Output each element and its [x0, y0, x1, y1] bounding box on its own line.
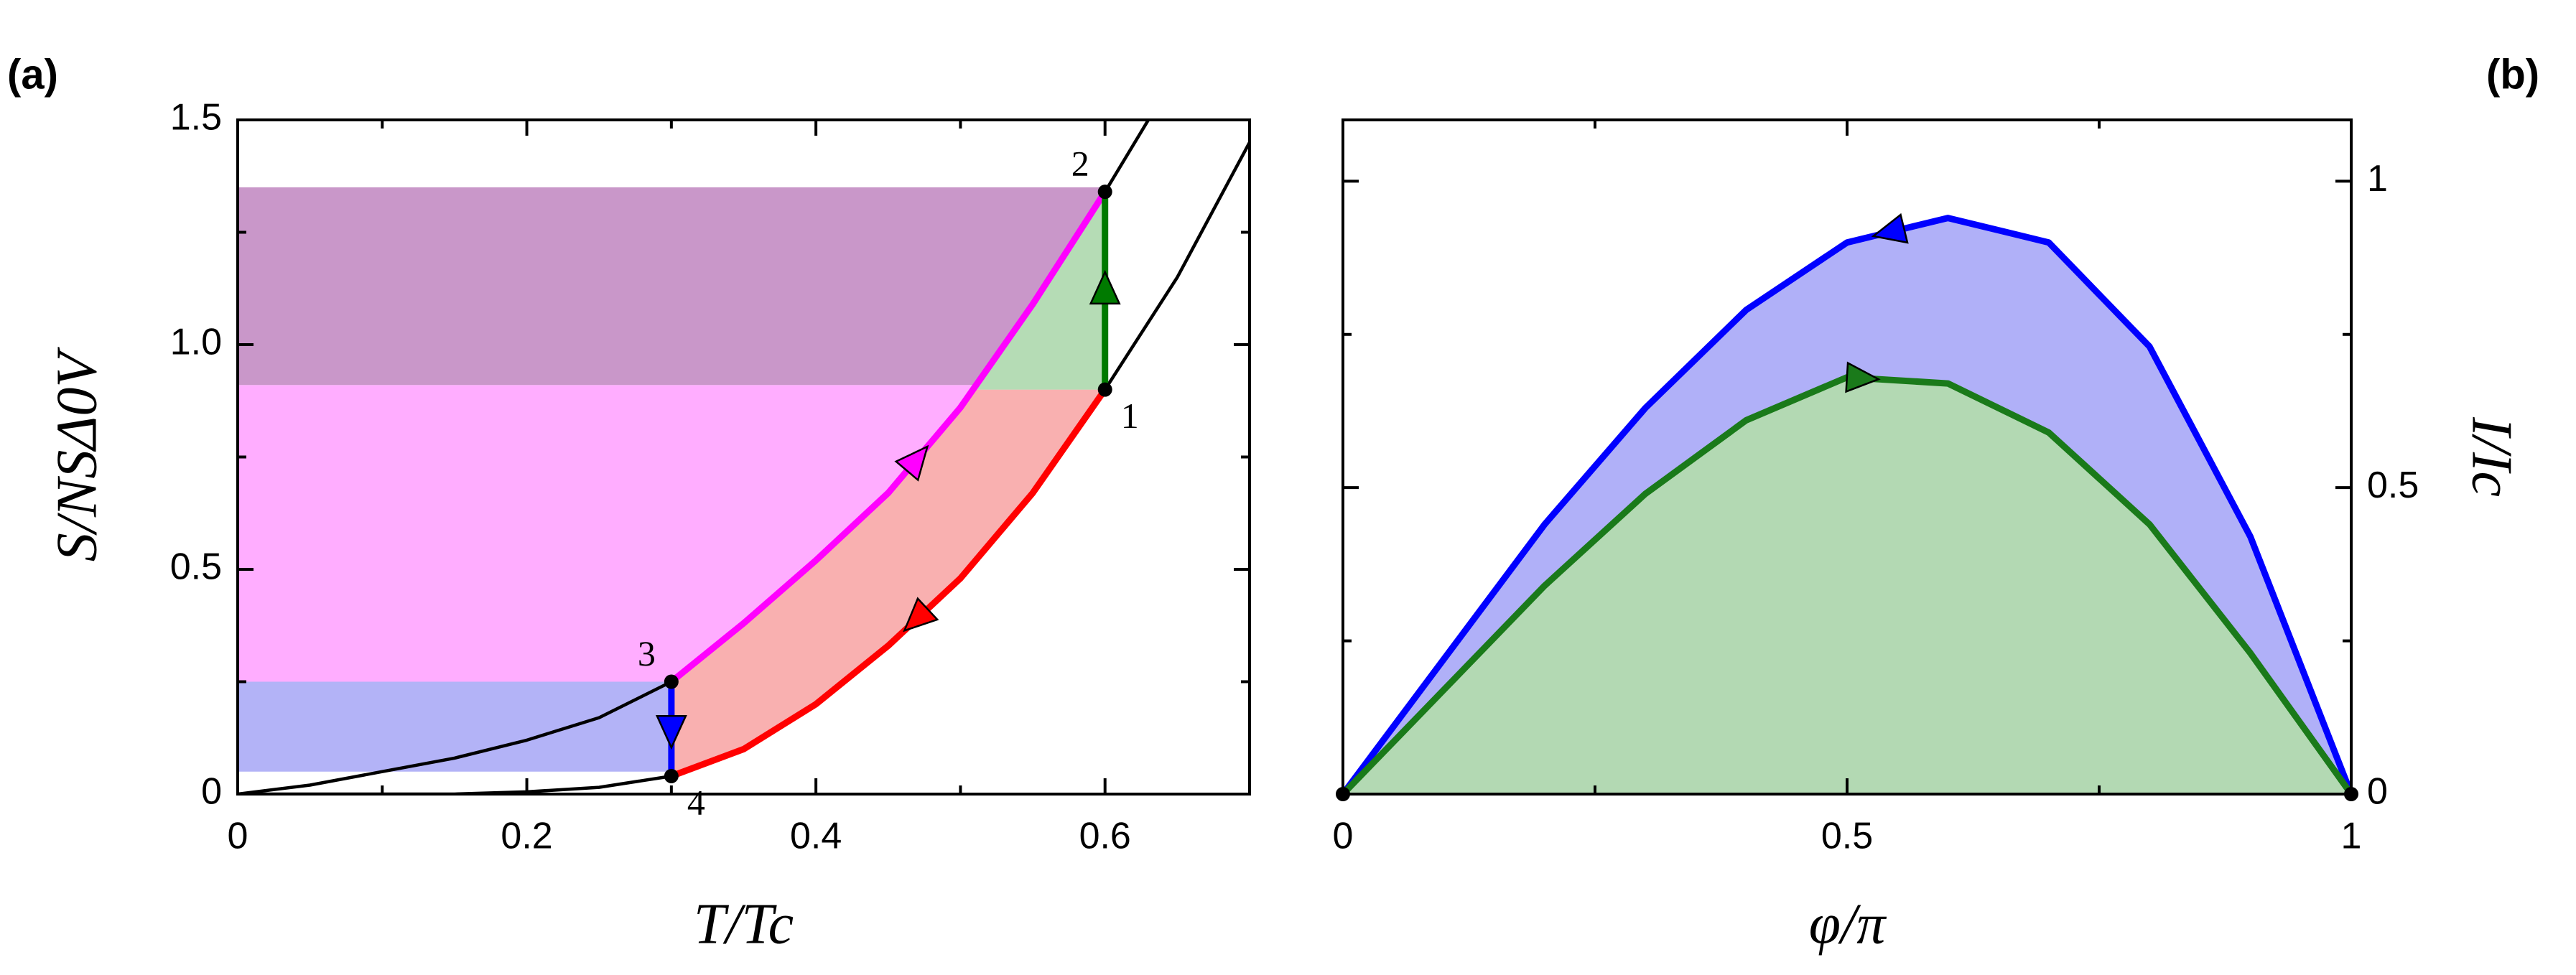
- x-tick-label: 0.4: [790, 816, 842, 857]
- direction-arrow: [894, 444, 929, 482]
- point-label: 4: [687, 782, 705, 822]
- line: [668, 188, 1109, 685]
- direction-arrow: [1089, 269, 1121, 305]
- line: [1343, 215, 2351, 794]
- x-tick-label: 1: [2341, 816, 2362, 857]
- direction-arrow: [1845, 361, 1881, 393]
- point: [2344, 787, 2358, 801]
- y-tick-label: 0.5: [2367, 465, 2419, 506]
- y-tick-label: 1.0: [170, 322, 222, 363]
- y-tick-label: 0: [2367, 771, 2388, 813]
- plot-area: [238, 120, 1250, 794]
- line: [1103, 120, 1150, 194]
- region: [238, 187, 1105, 386]
- panel-label: (b): [2486, 51, 2539, 98]
- direction-arrow: [655, 714, 687, 750]
- point: [1097, 382, 1112, 397]
- y-tick-label: 0.5: [170, 546, 222, 588]
- line: [1103, 141, 1250, 391]
- point-label: 3: [638, 633, 656, 673]
- y-tick-label: 0: [201, 771, 222, 813]
- point: [1097, 185, 1112, 200]
- region: [238, 681, 671, 772]
- plot-area: [1343, 215, 2351, 794]
- direction-arrow: [903, 597, 939, 633]
- y-tick-label: 1: [2367, 158, 2388, 200]
- point: [664, 674, 679, 689]
- point: [664, 768, 679, 783]
- point-label: 2: [1071, 144, 1089, 184]
- y-tick-label: 1.5: [170, 97, 222, 139]
- x-tick-label: 0: [1333, 816, 1354, 857]
- x-axis-label: T/Tc: [694, 892, 794, 956]
- y-axis-label: I/Ic: [2460, 416, 2524, 497]
- region: [238, 385, 977, 682]
- point: [1336, 787, 1350, 801]
- x-tick-label: 0.5: [1821, 816, 1873, 857]
- cycle-fill: [671, 389, 1105, 776]
- line: [668, 386, 1109, 780]
- point-label: 1: [1121, 396, 1139, 436]
- x-tick-label: 0.2: [501, 816, 552, 857]
- direction-arrow: [1871, 213, 1909, 244]
- y-axis-label: S/NSΔ0V: [45, 347, 108, 562]
- panel-label: (a): [7, 51, 58, 98]
- cycle-fill: [972, 192, 1105, 390]
- x-tick-label: 0: [228, 816, 248, 857]
- x-tick-label: 0.6: [1079, 816, 1131, 857]
- x-axis-label: φ/π: [1809, 892, 1887, 956]
- line: [238, 680, 674, 794]
